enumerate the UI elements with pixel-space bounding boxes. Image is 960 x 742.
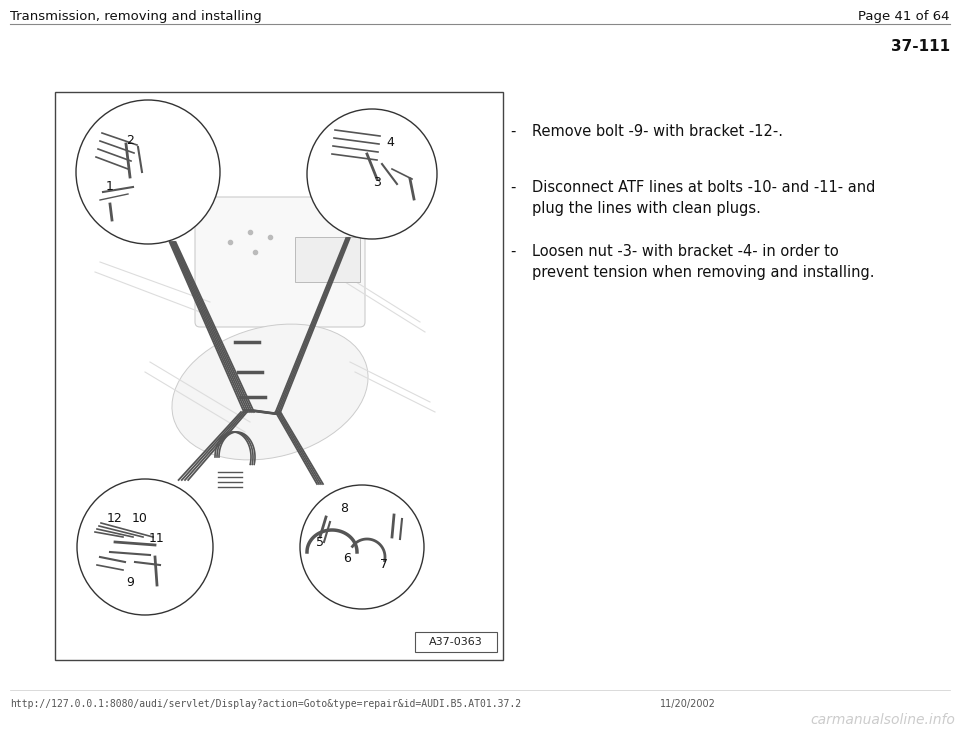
Text: 2: 2 (126, 134, 134, 146)
Text: 9: 9 (126, 576, 134, 588)
Text: 8: 8 (340, 502, 348, 516)
Text: Transmission, removing and installing: Transmission, removing and installing (10, 10, 262, 23)
Ellipse shape (172, 324, 368, 460)
Bar (415, 632, 497, 652)
Circle shape (76, 100, 220, 244)
Bar (295, 237, 360, 282)
Text: 4: 4 (386, 136, 394, 148)
Text: 10: 10 (132, 513, 148, 525)
Text: plug the lines with clean plugs.: plug the lines with clean plugs. (532, 201, 761, 216)
Text: 5: 5 (316, 536, 324, 548)
Text: -: - (510, 244, 516, 259)
Text: 11/20/2002: 11/20/2002 (660, 699, 716, 709)
Circle shape (307, 109, 437, 239)
Text: Disconnect ATF lines at bolts -10- and -11- and: Disconnect ATF lines at bolts -10- and -… (532, 180, 876, 195)
Text: 12: 12 (108, 513, 123, 525)
Text: Loosen nut -3- with bracket -4- in order to: Loosen nut -3- with bracket -4- in order… (532, 244, 839, 259)
Bar (55, 92, 503, 660)
FancyBboxPatch shape (195, 197, 365, 327)
Text: Remove bolt -9- with bracket -12-.: Remove bolt -9- with bracket -12-. (532, 124, 783, 139)
Text: http://127.0.0.1:8080/audi/servlet/Display?action=Goto&type=repair&id=AUDI.B5.AT: http://127.0.0.1:8080/audi/servlet/Displ… (10, 699, 521, 709)
Text: 11: 11 (149, 533, 165, 545)
Text: 3: 3 (373, 176, 381, 188)
Text: 7: 7 (380, 559, 388, 571)
Text: -: - (510, 180, 516, 195)
Text: carmanualsoline.info: carmanualsoline.info (810, 713, 955, 727)
Text: 6: 6 (343, 553, 351, 565)
Text: 37-111: 37-111 (891, 39, 950, 54)
Text: A37-0363: A37-0363 (429, 637, 483, 647)
Text: Page 41 of 64: Page 41 of 64 (858, 10, 950, 23)
Text: 1: 1 (106, 180, 114, 194)
Text: prevent tension when removing and installing.: prevent tension when removing and instal… (532, 265, 875, 280)
Text: -: - (510, 124, 516, 139)
Circle shape (300, 485, 424, 609)
Circle shape (77, 479, 213, 615)
